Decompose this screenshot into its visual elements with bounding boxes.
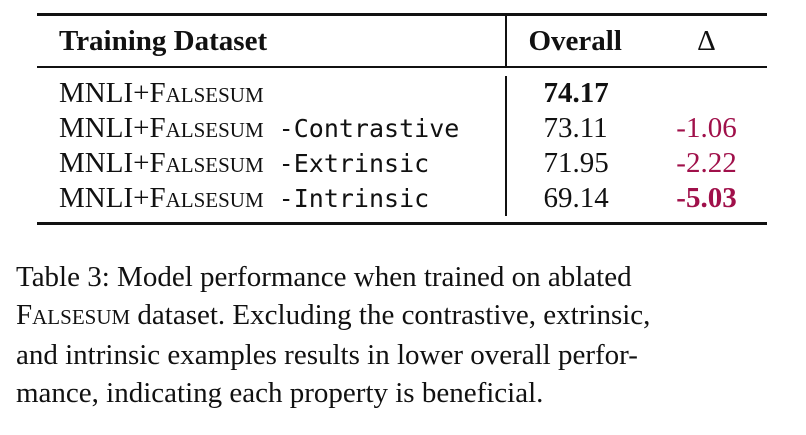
- column-separator: [505, 180, 507, 216]
- column-separator: [505, 75, 507, 111]
- table-caption: Table 3: Model performance when trained …: [16, 258, 790, 412]
- column-separator: [505, 110, 507, 146]
- top-rule: [37, 13, 767, 16]
- header-overall: Overall: [528, 24, 622, 57]
- row-overall-value: 71.95: [543, 146, 609, 179]
- row-dataset-name: MNLI+FALSESUM -Contrastive: [59, 111, 460, 144]
- row-dataset-name: MNLI+FALSESUM: [59, 76, 264, 109]
- row-dataset-name: MNLI+FALSESUM -Extrinsic: [59, 146, 430, 179]
- caption-line-4: mance, indicating each property is benef…: [16, 377, 544, 409]
- row-delta-value: -5.03: [676, 181, 737, 214]
- header-delta: Δ: [697, 24, 716, 57]
- mid-rule: [37, 66, 767, 68]
- table-header-row: Training Dataset Overall Δ: [37, 16, 767, 66]
- row-overall-value: 74.17: [543, 76, 609, 109]
- caption-line-1: Table 3: Model performance when trained …: [16, 261, 632, 293]
- caption-line-2: FALSESUM dataset. Excluding the contrast…: [16, 299, 651, 331]
- row-overall-value: 69.14: [543, 181, 609, 214]
- table-row: MNLI+FALSESUM -Extrinsic 71.95 -2.22: [37, 145, 767, 181]
- row-delta-value: -2.22: [676, 146, 737, 179]
- caption-line-3: and intrinsic examples results in lower …: [16, 339, 638, 371]
- row-dataset-name: MNLI+FALSESUM -Intrinsic: [59, 181, 430, 214]
- bottom-rule: [37, 221, 767, 225]
- column-separator: [505, 145, 507, 181]
- row-delta-value: -1.06: [676, 111, 737, 144]
- results-table: Training Dataset Overall Δ MNLI+FALSESUM…: [37, 13, 767, 225]
- header-training-dataset: Training Dataset: [59, 24, 268, 57]
- table-row: MNLI+FALSESUM -Contrastive 73.11 -1.06: [37, 110, 767, 146]
- row-overall-value: 73.11: [543, 111, 608, 144]
- column-separator: [505, 16, 507, 66]
- table-row: MNLI+FALSESUM -Intrinsic 69.14 -5.03: [37, 180, 767, 216]
- table-body: MNLI+FALSESUM 74.17 MNLI+FALSESUM -Contr…: [37, 68, 767, 222]
- table-row: MNLI+FALSESUM 74.17: [37, 75, 767, 111]
